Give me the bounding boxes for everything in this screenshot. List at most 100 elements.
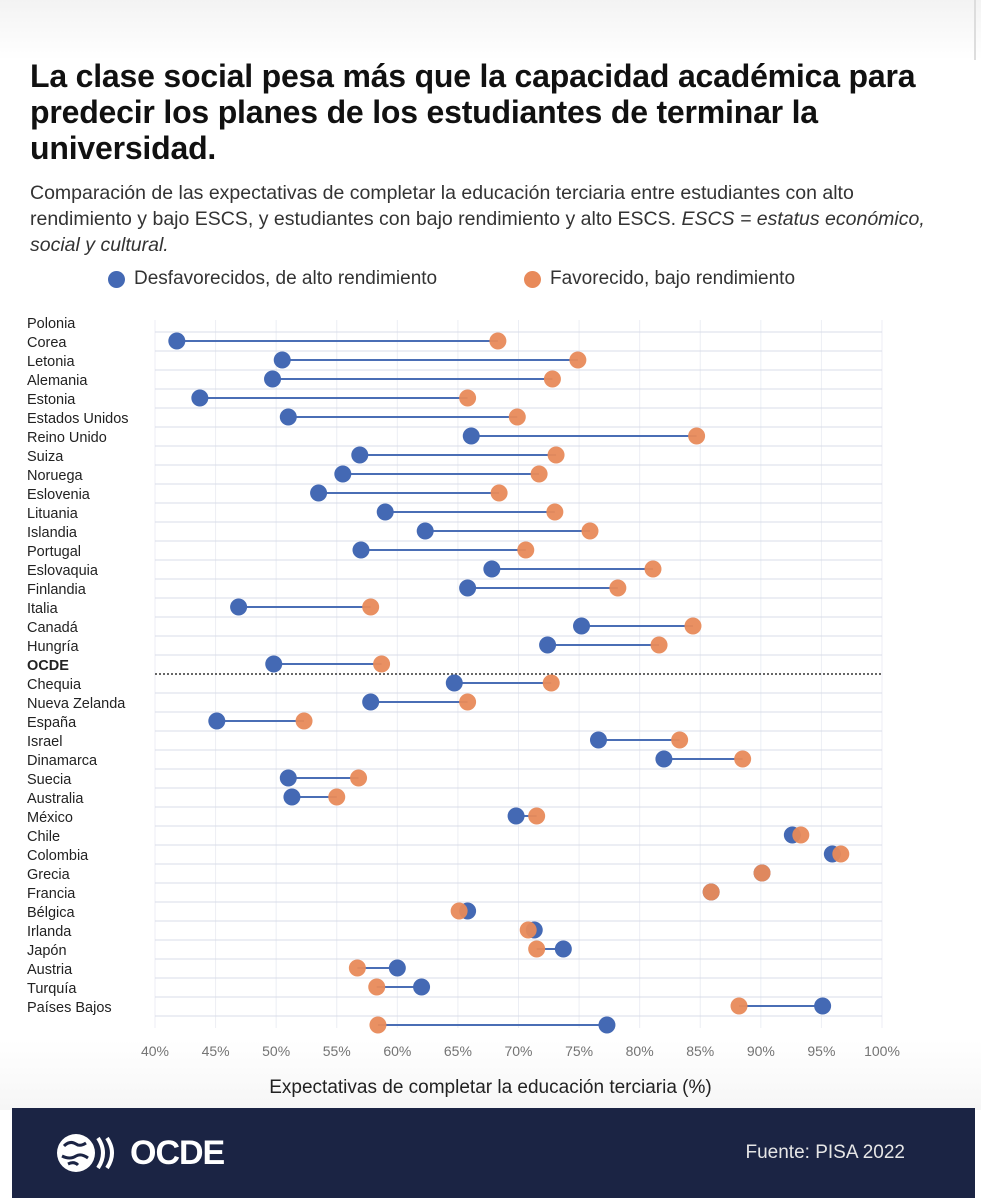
point-series-b (528, 807, 546, 825)
point-series-b (569, 351, 587, 369)
point-series-b (369, 1016, 387, 1034)
top-edge-line (974, 0, 976, 60)
point-series-a (462, 427, 480, 445)
point-series-a (351, 446, 369, 464)
point-series-a (376, 503, 394, 521)
point-series-b (688, 427, 706, 445)
point-series-b (684, 617, 702, 635)
subtitle-note: ESCS = estatus económico, social y cultu… (30, 208, 925, 256)
category-label: Italia (27, 601, 59, 617)
legend-dot-series-a (108, 270, 125, 288)
point-series-a (191, 389, 209, 407)
point-series-a (273, 351, 291, 369)
top-edge (0, 0, 981, 60)
point-series-b (328, 788, 346, 806)
point-series-a (589, 731, 607, 749)
point-series-b (490, 484, 508, 502)
category-label: España (27, 715, 77, 731)
category-label: Corea (27, 335, 67, 351)
category-label: Irlanda (27, 924, 72, 940)
category-label: Estonia (27, 392, 76, 408)
footer: OCDE Fuente: PISA 2022 (12, 1108, 975, 1198)
x-tick-label: 50% (262, 1043, 290, 1059)
point-series-b (547, 446, 565, 464)
point-series-a (279, 408, 297, 426)
point-series-a (208, 712, 226, 730)
category-label: Canadá (27, 620, 79, 636)
category-label: México (27, 810, 73, 826)
point-series-b (528, 940, 546, 958)
category-label: Bélgica (27, 905, 75, 921)
x-tick-label: 75% (565, 1043, 593, 1059)
point-series-b (702, 883, 720, 901)
chart-title: La clase social pesa más que la capacida… (30, 58, 916, 166)
point-series-b (459, 389, 477, 407)
point-series-b (542, 674, 560, 692)
category-label: Chile (27, 829, 60, 845)
category-label: Japón (27, 943, 67, 959)
point-series-a (483, 560, 501, 578)
category-label: Turquía (27, 981, 77, 997)
point-series-a (334, 465, 352, 483)
legend-item-series-a: Desfavorecidos, de alto rendimiento (108, 268, 437, 290)
point-series-b (489, 332, 507, 350)
legend-label-series-a: Desfavorecidos, de alto rendimiento (134, 268, 438, 289)
point-series-a (598, 1016, 616, 1034)
category-label: Noruega (27, 468, 84, 484)
globe-icon (57, 1134, 114, 1172)
category-label: Polonia (27, 316, 76, 332)
point-series-a (279, 769, 297, 787)
category-label: Finlandia (27, 582, 87, 598)
point-series-b (368, 978, 386, 996)
category-label: Lituania (27, 506, 79, 522)
point-series-b (517, 541, 535, 559)
category-label: Nueva Zelanda (27, 696, 126, 712)
legend: Desfavorecidos, de alto rendimiento Favo… (0, 268, 981, 296)
category-label: Austria (27, 962, 73, 978)
point-series-a (573, 617, 591, 635)
category-label: Chequia (27, 677, 82, 693)
point-series-b (295, 712, 313, 730)
category-label: Suiza (27, 449, 64, 465)
point-series-b (730, 997, 748, 1015)
point-series-a (310, 484, 328, 502)
point-series-a (413, 978, 431, 996)
point-series-b (644, 560, 662, 578)
x-tick-label: 80% (626, 1043, 654, 1059)
category-label: Australia (27, 791, 84, 807)
x-tick-label: 45% (202, 1043, 230, 1059)
point-series-b (581, 522, 599, 540)
point-series-a (459, 579, 477, 597)
point-series-a (416, 522, 434, 540)
point-series-b (734, 750, 752, 768)
point-series-a (230, 598, 248, 616)
point-series-a (265, 655, 283, 673)
logo-text: OCDE (130, 1133, 225, 1172)
category-label: Letonia (27, 354, 76, 370)
category-label: Dinamarca (27, 753, 98, 769)
point-series-a (814, 997, 832, 1015)
point-series-b (373, 655, 391, 673)
category-label: Países Bajos (27, 1000, 112, 1016)
category-label: OCDE (27, 658, 69, 674)
source-note: Fuente: PISA 2022 (745, 1142, 905, 1163)
point-series-a (445, 674, 463, 692)
x-tick-label: 70% (504, 1043, 532, 1059)
point-series-b (508, 408, 526, 426)
point-series-a (554, 940, 572, 958)
category-label: Portugal (27, 544, 81, 560)
point-series-b (753, 864, 771, 882)
x-tick-label: 60% (383, 1043, 411, 1059)
point-series-b (832, 845, 850, 863)
point-series-a (388, 959, 406, 977)
legend-item-series-b: Favorecido, bajo rendimiento (524, 268, 795, 290)
x-tick-label: 65% (444, 1043, 472, 1059)
point-series-b (792, 826, 810, 844)
dumbbell-chart: Polonia Corea Letonia Alemania Estonia Estado… (27, 316, 900, 1059)
category-label: Grecia (27, 867, 71, 883)
category-label: Colombia (27, 848, 89, 864)
point-series-a (283, 788, 301, 806)
x-tick-label: 95% (807, 1043, 835, 1059)
point-series-b (350, 769, 368, 787)
category-label: Francia (27, 886, 76, 902)
